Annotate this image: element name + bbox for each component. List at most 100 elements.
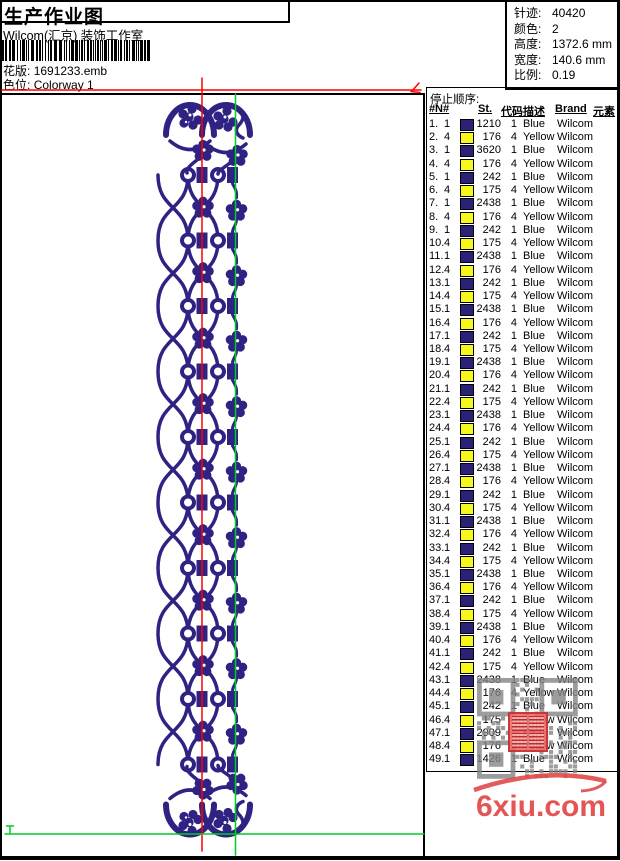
thread-brand: Wilcom: [557, 197, 594, 210]
info-label: 高度:: [514, 37, 542, 52]
colorway-value: Colorway 1: [33, 78, 94, 92]
needle-number: 1: [444, 673, 451, 686]
color-code: 4: [510, 290, 517, 303]
row-number: 25.: [429, 435, 445, 448]
stitch-count: 176: [482, 157, 501, 170]
row-number: 42.: [429, 660, 445, 673]
company-name: Wilcom(汇京) 装饰工作室: [3, 29, 144, 43]
color-description: Blue: [523, 435, 546, 448]
row-number: 48.: [429, 740, 445, 753]
row-number: 22.: [429, 395, 445, 408]
row-number: 5.: [429, 170, 439, 183]
stitch-count: 242: [482, 647, 501, 660]
stitch-count: 2438: [476, 197, 501, 210]
stitch-count: 176: [482, 475, 501, 488]
color-code: 1: [510, 223, 517, 236]
barcode: [2, 40, 150, 61]
needle-number: 4: [444, 660, 451, 673]
color-description: Blue: [523, 144, 546, 157]
row-number: 13.: [429, 276, 445, 289]
needle-number: 1: [444, 700, 451, 713]
color-description: Yellow: [523, 554, 555, 567]
row-number: 15.: [429, 303, 445, 316]
thread-brand: Wilcom: [557, 647, 594, 660]
stop-row: 6. 4 175 4 Yellow Wilcom: [427, 184, 619, 198]
needle-number: 1: [444, 753, 451, 766]
stop-row: 31. 1 2438 1 Blue Wilcom: [427, 515, 619, 529]
needle-number: 4: [444, 342, 451, 355]
stop-row: 14. 4 175 4 Yellow Wilcom: [427, 290, 619, 304]
color-description: Blue: [523, 382, 546, 395]
thread-brand: Wilcom: [557, 528, 594, 541]
needle-number: 4: [444, 687, 451, 700]
thread-brand: Wilcom: [557, 462, 594, 475]
thread-brand: Wilcom: [557, 316, 594, 329]
color-swatch: [460, 568, 474, 581]
thread-brand: Wilcom: [557, 541, 594, 554]
row-number: 19.: [429, 356, 445, 369]
page-border-right: [617, 0, 620, 859]
stitch-count: 175: [482, 607, 501, 620]
stop-row: 8. 4 176 4 Yellow Wilcom: [427, 211, 619, 224]
color-code: 1: [510, 620, 517, 633]
color-swatch: [460, 727, 474, 740]
info-label: 宽度:: [514, 52, 542, 67]
stitch-count: 176: [482, 369, 501, 382]
needle-number: 4: [444, 607, 451, 620]
color-swatch: [460, 608, 474, 621]
color-description: Yellow: [523, 528, 555, 541]
thread-brand: Wilcom: [557, 329, 594, 342]
info-row: 高度: 1372.6 mm: [514, 35, 612, 51]
row-number: 44.: [429, 687, 445, 700]
row-number: 17.: [429, 329, 445, 342]
row-number: 18.: [429, 342, 445, 355]
color-code: 4: [510, 131, 517, 144]
stitch-count: 3620: [476, 144, 501, 157]
needle-number: 1: [444, 382, 451, 395]
row-number: 16.: [429, 316, 445, 329]
stop-row: 41. 1 242 1 Blue Wilcom: [427, 647, 619, 661]
row-number: 7.: [429, 197, 439, 210]
stop-row: 35. 1 2438 1 Blue Wilcom: [427, 568, 619, 581]
stitch-count: 242: [482, 435, 501, 448]
watermark-swoosh: [473, 773, 608, 793]
row-number: 12.: [429, 263, 445, 276]
info-row: 针迹: 40420: [514, 4, 612, 20]
row-number: 39.: [429, 620, 445, 633]
color-code: 4: [510, 263, 517, 276]
needle-number: 1: [444, 647, 451, 660]
color-code: 1: [510, 647, 517, 660]
stop-row: 19. 1 2438 1 Blue Wilcom: [427, 356, 619, 370]
stitch-count: 176: [482, 131, 501, 144]
stitch-count: 242: [482, 329, 501, 342]
color-swatch: [460, 502, 474, 515]
needle-number: 1: [444, 329, 451, 342]
color-description: Yellow: [523, 131, 555, 144]
thread-brand: Wilcom: [557, 448, 594, 461]
needle-number: 4: [444, 210, 451, 223]
info-value: 140.6 mm: [552, 52, 606, 67]
thread-brand: Wilcom: [557, 356, 594, 369]
needle-number: 1: [444, 488, 451, 501]
stop-row: 28. 4 176 4 Yellow Wilcom: [427, 475, 619, 489]
thread-brand: Wilcom: [557, 594, 594, 607]
thread-brand: Wilcom: [557, 118, 594, 130]
stop-row: 2. 4 176 4 Yellow Wilcom: [427, 131, 619, 145]
thread-brand: Wilcom: [557, 620, 594, 633]
color-swatch: [460, 291, 474, 304]
stitch-count: 176: [482, 528, 501, 541]
color-code: 1: [510, 250, 517, 263]
stop-row: 21. 1 242 1 Blue Wilcom: [427, 383, 619, 396]
thread-brand: Wilcom: [557, 382, 594, 395]
info-label: 比例:: [514, 68, 542, 83]
color-swatch: [460, 277, 474, 290]
needle-number: 4: [444, 316, 451, 329]
stop-row: 24. 4 176 4 Yellow Wilcom: [427, 422, 619, 436]
stitch-count: 175: [482, 660, 501, 673]
color-swatch: [460, 635, 474, 648]
info-value: 2: [552, 21, 559, 36]
color-code: 4: [510, 210, 517, 223]
stop-row: 10. 4 175 4 Yellow Wilcom: [427, 237, 619, 251]
color-code: 1: [510, 276, 517, 289]
column-header: 描述: [523, 106, 545, 118]
